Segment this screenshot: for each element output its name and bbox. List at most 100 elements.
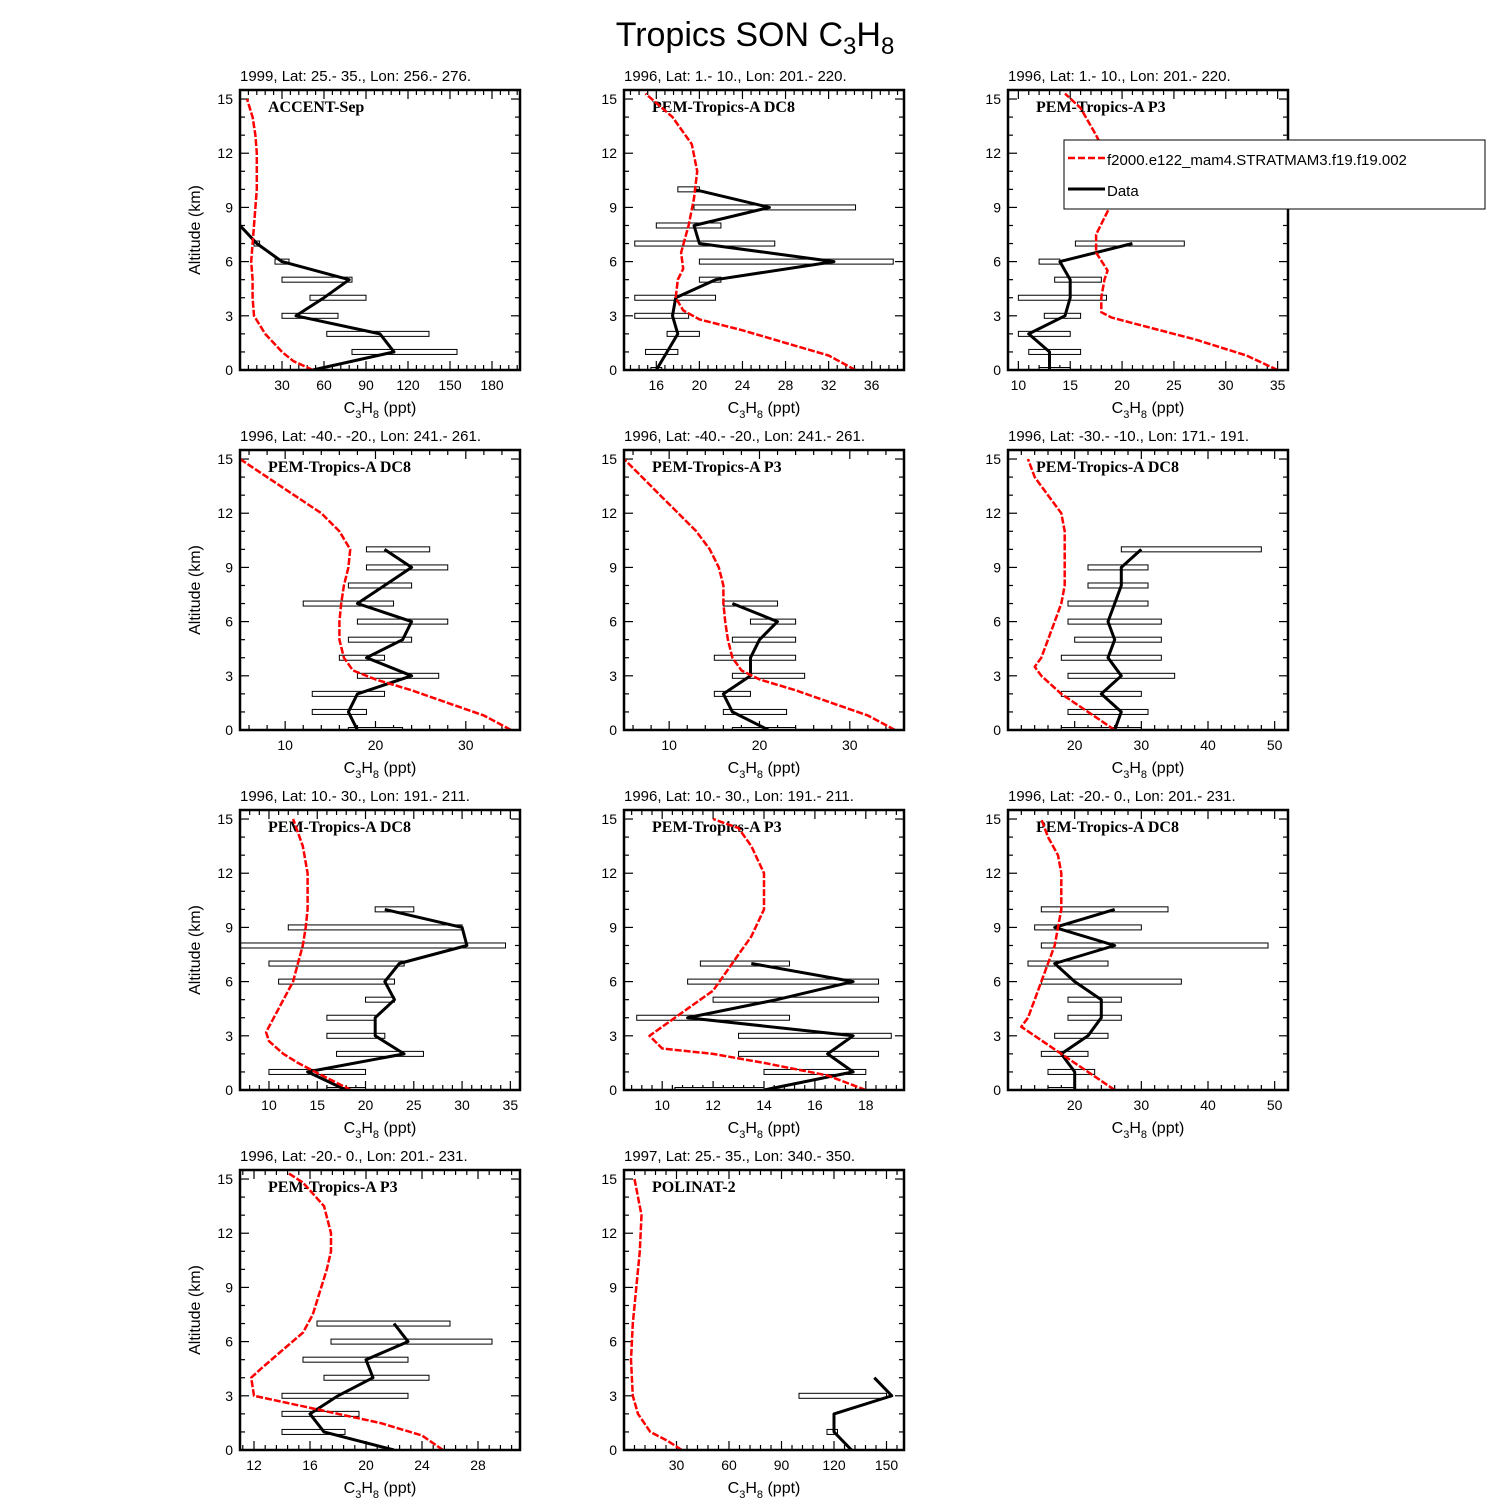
x-tick-label: 12 <box>705 1097 721 1113</box>
data-range-box <box>731 636 797 643</box>
data-range-box <box>1028 348 1082 355</box>
panel-11: 1997, Lat: 25.- 35., Lon: 340.- 350. POLI… <box>601 1148 906 1501</box>
data-range-box <box>1038 258 1061 265</box>
plot-frame <box>238 88 522 372</box>
y-tick-label: 9 <box>609 199 617 215</box>
y-tick-label: 12 <box>601 1225 617 1241</box>
y-axis-label: Altitude (km) <box>187 1265 204 1355</box>
data-profile-line <box>306 907 469 1090</box>
panel-header: 1996, Lat: -30.- -10., Lon: 171.- 191. <box>1008 428 1249 445</box>
plot-area <box>240 818 507 1090</box>
plot-area <box>1017 92 1279 370</box>
campaign-label: ACCENT-Sep <box>268 99 364 116</box>
data-range-box <box>738 1032 892 1039</box>
x-tick-label: 25 <box>1166 377 1182 393</box>
plot-area <box>240 98 458 370</box>
model-profile-line <box>245 98 314 370</box>
y-tick-label: 0 <box>225 722 233 738</box>
y-tick-label: 0 <box>993 362 1001 378</box>
legend-data-label: Data <box>1107 183 1139 200</box>
data-range-box <box>713 690 751 697</box>
x-axis-label: C3H8 (ppt) <box>728 400 801 421</box>
x-tick-label: 10 <box>654 1097 670 1113</box>
campaign-label: PEM-Tropics-A P3 <box>652 459 782 476</box>
data-range-box <box>1034 924 1142 931</box>
y-tick-label: 6 <box>225 254 233 270</box>
y-tick-label: 3 <box>225 668 233 684</box>
model-profile-line <box>644 92 857 370</box>
plot-frame <box>622 808 906 1092</box>
plot-frame <box>622 448 906 732</box>
y-tick-label: 15 <box>985 91 1001 107</box>
y-tick-label: 12 <box>217 865 233 881</box>
data-range-box <box>351 348 458 355</box>
data-range-box <box>1120 546 1262 553</box>
data-profile-line <box>240 224 396 370</box>
model-profile-line <box>624 458 896 730</box>
x-tick-label: 36 <box>864 377 880 393</box>
data-range-box <box>731 672 806 679</box>
y-tick-label: 0 <box>609 1082 617 1098</box>
model-profile-line <box>240 457 512 730</box>
data-range-box <box>268 960 405 967</box>
x-axis-label: C3H8 (ppt) <box>728 1120 801 1141</box>
plot-frame <box>238 808 522 1092</box>
data-range-box <box>330 1338 493 1345</box>
y-tick-label: 9 <box>225 559 233 575</box>
data-range-box <box>302 1356 409 1363</box>
x-tick-label: 14 <box>756 1097 772 1113</box>
data-range-box <box>1067 996 1122 1003</box>
y-tick-label: 9 <box>609 919 617 935</box>
x-tick-label: 60 <box>316 377 332 393</box>
data-range-box <box>634 312 690 319</box>
legend: f2000.e122_mam4.STRATMAM3.f19.f19.002 Da… <box>1063 139 1486 210</box>
y-tick-label: 6 <box>609 1334 617 1350</box>
data-profile-line <box>721 602 779 730</box>
x-tick-label: 28 <box>778 377 794 393</box>
panel-9: 1996, Lat: -20.- 0., Lon: 201.- 231. PEM-… <box>985 788 1290 1141</box>
x-tick-label: 10 <box>261 1097 277 1113</box>
data-range-box <box>1017 294 1108 301</box>
model-profile-line <box>629 1178 683 1450</box>
y-tick-label: 9 <box>225 1279 233 1295</box>
y-tick-label: 12 <box>601 145 617 161</box>
y-tick-label: 15 <box>601 1171 617 1187</box>
x-tick-label: 120 <box>822 1457 846 1473</box>
y-tick-label: 3 <box>609 668 617 684</box>
y-tick-label: 12 <box>985 145 1001 161</box>
data-range-box <box>1040 978 1182 985</box>
figure-title: Tropics SON C3H8 <box>616 16 895 60</box>
y-tick-label: 6 <box>993 974 1001 990</box>
x-tick-label: 24 <box>735 377 751 393</box>
x-tick-label: 30 <box>669 1457 685 1473</box>
campaign-label: PEM-Tropics-A P3 <box>1036 99 1166 116</box>
data-range-box <box>287 924 463 931</box>
x-axis-label: C3H8 (ppt) <box>728 760 801 781</box>
y-tick-label: 12 <box>217 1225 233 1241</box>
plot-area <box>634 92 894 370</box>
data-range-box <box>645 348 679 355</box>
data-range-box <box>798 1392 887 1399</box>
panel-header: 1996, Lat: -20.- 0., Lon: 201.- 231. <box>240 1148 468 1165</box>
y-tick-label: 9 <box>225 199 233 215</box>
x-axis-label: C3H8 (ppt) <box>344 1120 417 1141</box>
panel-6: 1996, Lat: -30.- -10., Lon: 171.- 191. PE… <box>985 428 1290 781</box>
plot-area <box>636 817 892 1090</box>
data-range-box <box>1060 654 1162 661</box>
data-profile-line <box>308 1322 410 1450</box>
panels-group: 1999, Lat: 25.- 35., Lon: 256.- 276. ACCE… <box>187 68 1290 1501</box>
plot-frame <box>622 1168 906 1452</box>
plot-frame <box>1006 448 1290 732</box>
y-tick-label: 12 <box>217 145 233 161</box>
y-tick-label: 15 <box>985 451 1001 467</box>
data-range-box <box>323 1374 430 1381</box>
data-profile-line <box>1099 548 1143 730</box>
x-tick-label: 40 <box>1200 1097 1216 1113</box>
data-range-box <box>311 708 367 715</box>
y-tick-label: 6 <box>993 254 1001 270</box>
x-tick-label: 18 <box>858 1097 874 1113</box>
data-range-box <box>281 1428 346 1435</box>
plot-area <box>629 1178 894 1450</box>
y-tick-label: 9 <box>993 199 1001 215</box>
data-range-box <box>712 996 880 1003</box>
